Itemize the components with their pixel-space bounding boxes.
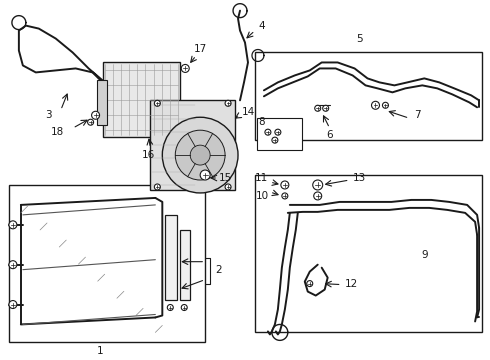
Circle shape	[190, 145, 210, 165]
Bar	[255, 53, 482, 140]
Text: 9: 9	[421, 250, 428, 260]
Text: 11: 11	[255, 173, 269, 183]
Circle shape	[315, 105, 321, 111]
Text: 1: 1	[97, 346, 104, 356]
Text: 10: 10	[255, 191, 269, 201]
Text: 4: 4	[259, 21, 265, 31]
Circle shape	[167, 305, 173, 310]
Circle shape	[272, 137, 278, 143]
Text: 5: 5	[356, 33, 363, 44]
Circle shape	[9, 221, 17, 229]
Circle shape	[181, 305, 187, 310]
Circle shape	[265, 129, 271, 135]
Text: 17: 17	[194, 44, 207, 54]
Text: 7: 7	[414, 110, 420, 120]
Text: 8: 8	[259, 117, 265, 127]
Circle shape	[175, 130, 225, 180]
Bar	[102, 62, 180, 137]
Circle shape	[281, 181, 289, 189]
Text: 14: 14	[242, 107, 255, 117]
Circle shape	[225, 184, 231, 190]
Bar	[150, 100, 235, 190]
Circle shape	[314, 192, 322, 200]
Circle shape	[9, 301, 17, 309]
Circle shape	[371, 101, 379, 109]
Circle shape	[307, 280, 313, 287]
Text: 15: 15	[219, 173, 232, 183]
Circle shape	[200, 170, 210, 180]
Circle shape	[92, 111, 99, 119]
Circle shape	[181, 64, 189, 72]
Text: 12: 12	[345, 279, 358, 289]
Circle shape	[313, 180, 323, 190]
Text: 2: 2	[215, 265, 221, 275]
Circle shape	[383, 102, 389, 108]
Text: 13: 13	[353, 173, 366, 183]
Bar	[180, 230, 190, 300]
Circle shape	[9, 261, 17, 269]
Circle shape	[282, 193, 288, 199]
Text: 6: 6	[326, 130, 333, 140]
Text: 18: 18	[51, 127, 64, 137]
Circle shape	[162, 117, 238, 193]
Bar	[97, 80, 106, 125]
Text: 16: 16	[142, 150, 155, 160]
Circle shape	[154, 184, 160, 190]
Bar	[9, 185, 205, 342]
Bar	[257, 118, 302, 150]
Circle shape	[275, 129, 281, 135]
Circle shape	[323, 105, 329, 111]
Circle shape	[225, 100, 231, 106]
Circle shape	[154, 100, 160, 106]
Circle shape	[88, 119, 94, 125]
Text: 3: 3	[46, 110, 52, 120]
Bar	[255, 175, 482, 332]
Bar	[165, 215, 177, 300]
